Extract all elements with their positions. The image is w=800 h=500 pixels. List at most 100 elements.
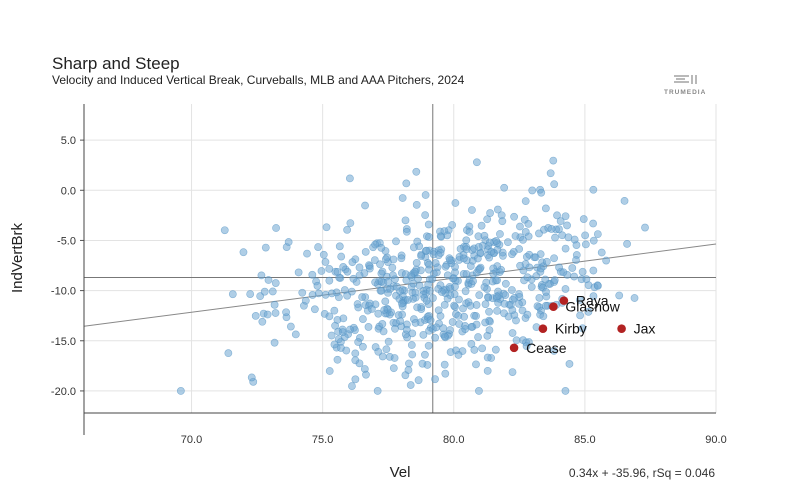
- data-point: [419, 330, 428, 339]
- data-point: [425, 233, 433, 241]
- data-point: [418, 359, 427, 368]
- data-point: [351, 356, 360, 365]
- data-point: [512, 316, 520, 325]
- data-point: [555, 263, 563, 272]
- data-point: [284, 238, 293, 246]
- data-point: [472, 360, 480, 369]
- data-point: [589, 236, 598, 245]
- data-point: [322, 223, 331, 232]
- data-point: [450, 301, 458, 310]
- data-point: [578, 324, 587, 333]
- data-point: [593, 281, 602, 290]
- data-point: [402, 325, 411, 334]
- data-point: [370, 256, 379, 265]
- data-point: [546, 169, 555, 178]
- data-point: [260, 287, 269, 296]
- data-point: [500, 299, 509, 308]
- data-point: [496, 230, 504, 238]
- data-point: [325, 264, 334, 273]
- data-point: [510, 212, 518, 221]
- data-point: [364, 323, 373, 331]
- data-point: [570, 235, 579, 244]
- data-point: [333, 268, 342, 276]
- data-point: [378, 320, 387, 328]
- data-point: [448, 318, 457, 326]
- data-point: [412, 200, 421, 209]
- y-tick-label: -10.0: [51, 286, 76, 298]
- data-point: [321, 258, 330, 266]
- data-point: [377, 269, 386, 278]
- data-point: [412, 258, 421, 267]
- data-point: [489, 269, 498, 278]
- data-point: [561, 387, 570, 395]
- data-point: [462, 236, 471, 245]
- data-point: [535, 293, 544, 302]
- data-point: [431, 333, 440, 342]
- data-point: [508, 329, 517, 337]
- data-point: [330, 340, 339, 349]
- data-point: [575, 296, 584, 304]
- data-point: [434, 285, 443, 293]
- data-point: [270, 300, 279, 309]
- data-point: [345, 174, 354, 183]
- data-point: [483, 366, 492, 375]
- data-point: [412, 167, 421, 176]
- data-point: [313, 281, 322, 290]
- data-point: [421, 211, 430, 220]
- data-point: [404, 296, 412, 304]
- data-point: [501, 291, 510, 300]
- data-point: [493, 306, 502, 315]
- data-point: [478, 344, 487, 353]
- y-tick-label: 5.0: [61, 135, 76, 147]
- data-point: [365, 264, 374, 273]
- data-point: [481, 318, 490, 327]
- data-point: [327, 289, 336, 298]
- data-point: [443, 231, 452, 240]
- data-point: [337, 252, 346, 261]
- data-point: [424, 280, 433, 289]
- data-point: [454, 311, 463, 320]
- data-point: [247, 373, 256, 382]
- data-point: [325, 367, 334, 375]
- data-point: [268, 287, 277, 296]
- data-point: [482, 278, 491, 287]
- data-point: [397, 299, 406, 308]
- data-point: [308, 291, 317, 299]
- data-point: [500, 309, 508, 318]
- data-point: [521, 228, 530, 236]
- data-point: [483, 353, 492, 362]
- data-point: [379, 327, 388, 336]
- data-point: [522, 342, 531, 351]
- data-point: [472, 320, 481, 329]
- data-point: [390, 354, 399, 362]
- data-point: [584, 307, 593, 316]
- highlight-label-raya: Raya: [576, 293, 609, 309]
- data-point: [615, 291, 624, 300]
- data-point: [493, 245, 502, 254]
- data-point: [421, 350, 429, 359]
- data-point: [550, 254, 558, 263]
- highlight-label-glasnow: Glasnow: [565, 299, 620, 315]
- data-point: [359, 315, 367, 323]
- data-point: [388, 271, 397, 280]
- data-point: [582, 275, 591, 284]
- data-point: [465, 227, 474, 236]
- data-point: [384, 337, 393, 346]
- data-point: [409, 243, 418, 252]
- data-point: [593, 230, 602, 239]
- data-point: [224, 349, 233, 358]
- data-point: [511, 232, 520, 240]
- data-point: [298, 288, 307, 297]
- data-point: [539, 312, 548, 321]
- data-point: [474, 333, 482, 341]
- data-point: [551, 233, 559, 242]
- data-point: [508, 368, 517, 376]
- data-point: [528, 186, 537, 195]
- data-point: [346, 325, 354, 334]
- data-point: [620, 196, 629, 205]
- data-point: [264, 276, 273, 284]
- data-point: [589, 292, 598, 301]
- data-point: [361, 247, 370, 256]
- data-point: [381, 255, 390, 264]
- data-point: [384, 277, 393, 286]
